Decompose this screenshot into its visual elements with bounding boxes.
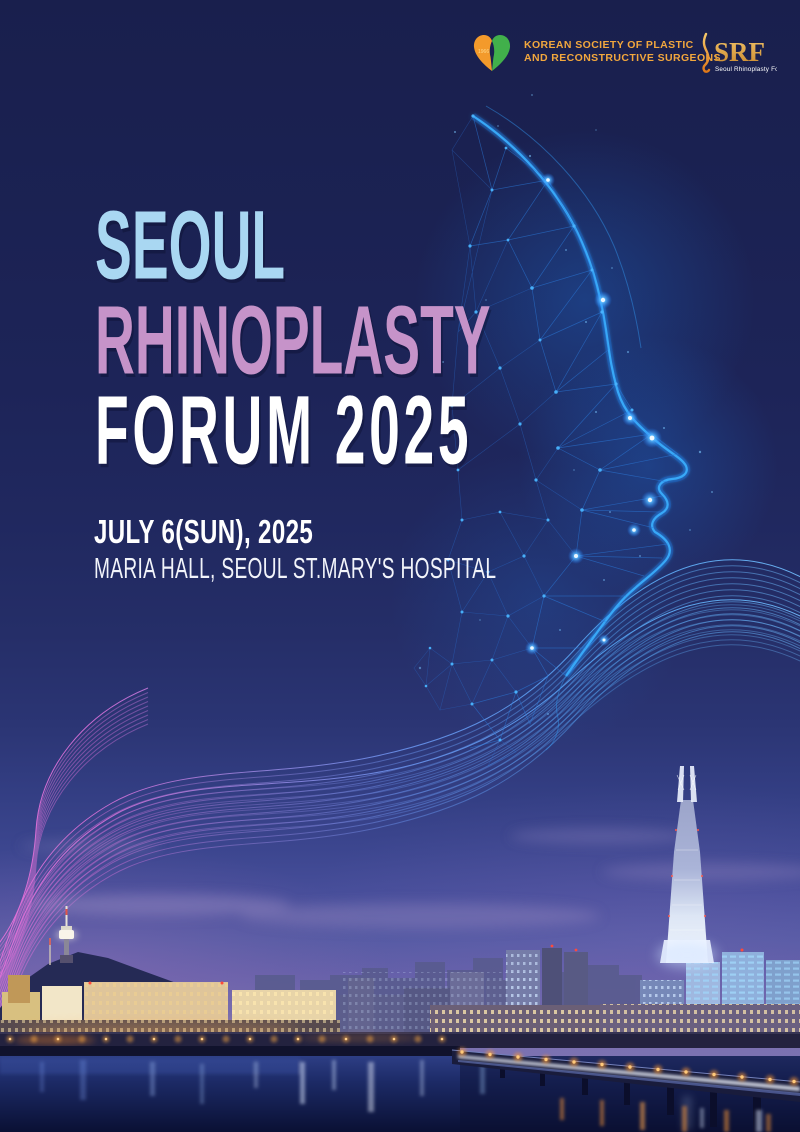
- srf-name: Seoul Rhinoplasty Forum: [715, 66, 777, 73]
- wireframe-face-graphic: [413, 94, 713, 767]
- bridge-lamps: [457, 1047, 799, 1086]
- event-date: JULY 6(SUN), 2025: [94, 513, 314, 550]
- city-skyline-photo: [0, 766, 800, 1132]
- ksprs-name-line2: AND RECONSTRUCTIVE SURGEONS: [524, 52, 721, 64]
- srf-acronym: SRF: [714, 37, 765, 67]
- ksprs-founded-year: 1966: [478, 49, 489, 55]
- river-reflections: [0, 1058, 692, 1130]
- ksprs-name-line1: KOREAN SOCIETY OF PLASTIC: [524, 39, 694, 51]
- bridge-light-reflections: [560, 1098, 771, 1132]
- srf-nose-profile-icon: [702, 32, 711, 73]
- srf-logo: SRF Seoul Rhinoplasty Forum: [697, 30, 790, 83]
- lotte-world-tower: [657, 766, 717, 968]
- face-ambient-glow: [390, 130, 778, 750]
- title-line-seoul: SEOUL: [95, 190, 286, 300]
- n-seoul-tower: [49, 906, 78, 965]
- street-lights: [6, 1034, 446, 1045]
- title-line-forum-year: FORUM 2025: [95, 375, 473, 485]
- ksprs-heart-icon: 1966: [473, 35, 511, 71]
- ksprs-logo: 1966 KOREAN SOCIETY OF PLASTIC AND RECON…: [469, 29, 721, 75]
- wave-lines-graphic: [0, 559, 800, 1051]
- dust-dots: [418, 94, 713, 715]
- glow-nodes: [525, 173, 662, 655]
- title-line-rhinoplasty: RHINOPLASTY: [95, 285, 491, 395]
- embankment-road: [0, 1032, 800, 1060]
- event-venue: MARIA HALL, SEOUL ST.MARY'S HOSPITAL: [94, 553, 497, 585]
- right-office-towers: [600, 948, 800, 1042]
- bridge: [451, 1047, 800, 1132]
